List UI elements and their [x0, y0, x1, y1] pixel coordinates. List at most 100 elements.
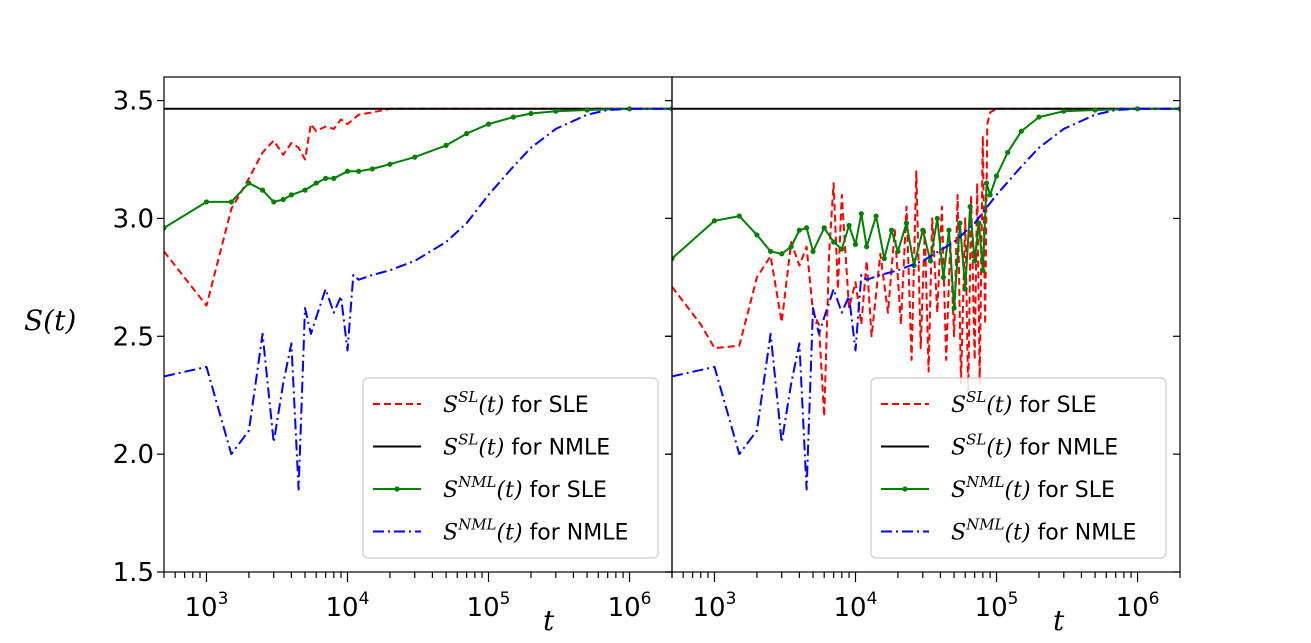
- series-point: [767, 248, 774, 255]
- series-point: [271, 199, 277, 205]
- series-point: [672, 255, 675, 262]
- series-point: [864, 244, 870, 250]
- series-point: [976, 220, 982, 226]
- series-point: [164, 225, 167, 231]
- legend: SSL(t) for SLE SSL(t) for NMLE SNML(t) for…: [870, 377, 1167, 559]
- series-point: [940, 274, 946, 280]
- series-point: [344, 168, 351, 174]
- series-point: [821, 225, 827, 231]
- legend-marker: [902, 486, 908, 492]
- series-point: [831, 239, 837, 245]
- series-line-2: [164, 107, 672, 229]
- legend-label: SSL(t) for SLE: [443, 388, 589, 418]
- series-point: [839, 246, 845, 252]
- legend-label: SNML(t) for SLE: [443, 473, 607, 503]
- series-point: [858, 211, 864, 217]
- series-point: [228, 199, 234, 205]
- series-point: [846, 222, 852, 229]
- series-point: [946, 227, 952, 233]
- series-point: [1005, 149, 1011, 156]
- panel-left: 1.5 2.0 2.5 3.0 3.5 103 104 105 106 SSL(t) for SL…: [113, 76, 673, 623]
- series-point: [957, 220, 963, 226]
- series-point: [1134, 106, 1141, 112]
- series-point: [626, 106, 633, 112]
- series-point: [980, 267, 986, 273]
- series-line-2: [672, 107, 1180, 309]
- series-point: [323, 175, 329, 181]
- y-tick-label: 1.5: [113, 558, 154, 588]
- series-point: [888, 227, 895, 233]
- series-point: [934, 215, 940, 222]
- series-point: [464, 130, 470, 137]
- plot-frame: [671, 76, 1181, 573]
- legend-label: SSL(t) for NMLE: [951, 431, 1118, 461]
- x-tick-label: 103: [692, 589, 736, 623]
- series-point: [1018, 128, 1024, 134]
- series-point: [987, 192, 993, 198]
- x-tick-label: 104: [326, 589, 370, 623]
- series-point: [779, 251, 785, 257]
- series-point: [920, 227, 926, 233]
- series-point: [553, 108, 559, 114]
- series-point: [736, 213, 742, 219]
- x-tick-label: 103: [184, 589, 228, 623]
- legend-label: SNML(t) for SLE: [951, 473, 1115, 503]
- x-tick-label: 106: [608, 589, 652, 623]
- series-point: [369, 166, 375, 172]
- series-point: [584, 107, 590, 113]
- y-tick-label: 3.0: [113, 204, 154, 234]
- series-line-3: [164, 107, 672, 491]
- series-point: [1177, 106, 1180, 112]
- series-point: [810, 248, 816, 255]
- series-point: [669, 106, 672, 112]
- series-point: [951, 305, 957, 311]
- series-point: [288, 192, 294, 198]
- x-axis-label-left: t: [543, 604, 555, 637]
- series-point: [259, 187, 266, 193]
- series-point: [803, 225, 810, 231]
- series-line-0: [164, 107, 672, 307]
- series-point: [754, 232, 760, 238]
- series-point: [967, 204, 973, 210]
- legend-label: SSL(t) for SLE: [951, 388, 1097, 418]
- series-point: [246, 180, 252, 186]
- y-tick-label: 2.5: [113, 322, 154, 352]
- series-point: [1092, 107, 1098, 113]
- legend-label: SSL(t) for NMLE: [443, 431, 610, 461]
- series-point: [873, 213, 879, 219]
- series-point: [485, 121, 492, 127]
- series-point: [313, 180, 319, 186]
- series-point: [972, 258, 978, 264]
- series-point: [412, 154, 418, 160]
- series-point: [1036, 114, 1042, 120]
- legend-box: [362, 377, 659, 559]
- legend-box: [870, 377, 1167, 559]
- x-tick-label: 105: [467, 589, 511, 623]
- series-point: [903, 220, 910, 226]
- y-tick-label: 3.5: [113, 87, 154, 117]
- y-axis-label: S(t): [24, 304, 76, 337]
- x-tick-label: 106: [1116, 589, 1160, 623]
- legend-marker: [394, 486, 400, 492]
- series-point: [993, 173, 1000, 179]
- series-point: [983, 180, 990, 186]
- series-point: [881, 255, 887, 262]
- series-point: [331, 175, 337, 181]
- series-point: [203, 199, 210, 205]
- series-point: [302, 187, 308, 193]
- series-point: [711, 218, 718, 224]
- x-axis-label-right: t: [1053, 604, 1065, 637]
- series-point: [1061, 108, 1067, 114]
- series-point: [927, 258, 934, 264]
- legend-label: SNML(t) for NMLE: [443, 516, 628, 546]
- series-line-0: [672, 107, 1180, 418]
- series-point: [796, 227, 802, 233]
- legend-label: SNML(t) for NMLE: [951, 516, 1136, 546]
- y-tick-label: 2.0: [113, 440, 154, 470]
- series-point: [852, 241, 859, 247]
- series-line-3: [672, 107, 1180, 491]
- legend: SSL(t) for SLE SSL(t) for NMLE SNML(t) for…: [362, 377, 659, 559]
- series-point: [387, 161, 393, 167]
- series-point: [510, 114, 516, 120]
